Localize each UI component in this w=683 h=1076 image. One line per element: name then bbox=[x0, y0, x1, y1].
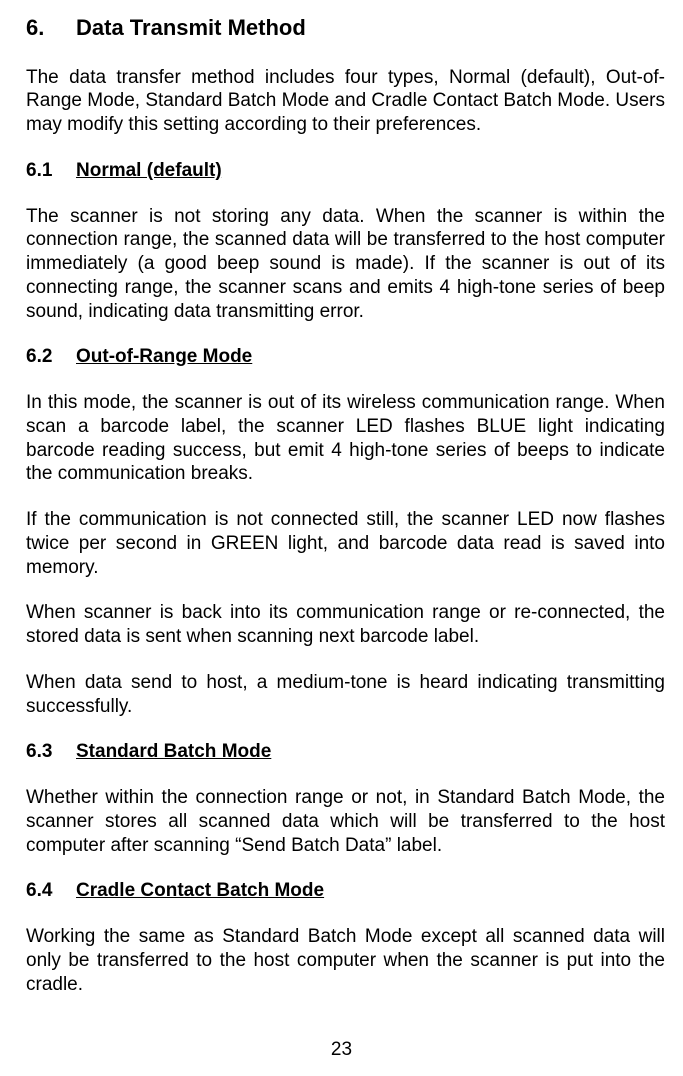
page-number: 23 bbox=[0, 1038, 683, 1062]
subsection-number: 6.3 bbox=[26, 740, 76, 764]
subsection-heading-6-2: 6.2Out-of-Range Mode bbox=[26, 345, 665, 369]
section-title: Data Transmit Method bbox=[76, 15, 306, 40]
paragraph-6-3-1: Whether within the connection range or n… bbox=[26, 786, 665, 857]
subsection-title: Standard Batch Mode bbox=[76, 741, 271, 762]
paragraph-6-2-4: When data send to host, a medium-tone is… bbox=[26, 671, 665, 719]
subsection-title: Normal (default) bbox=[76, 160, 222, 181]
subsection-number: 6.2 bbox=[26, 345, 76, 369]
section-number: 6. bbox=[26, 14, 76, 42]
subsection-title: Cradle Contact Batch Mode bbox=[76, 880, 324, 901]
subsection-heading-6-1: 6.1Normal (default) bbox=[26, 159, 665, 183]
section-heading: 6.Data Transmit Method bbox=[26, 14, 665, 42]
intro-paragraph: The data transfer method includes four t… bbox=[26, 66, 665, 137]
paragraph-6-2-1: In this mode, the scanner is out of its … bbox=[26, 391, 665, 486]
subsection-number: 6.4 bbox=[26, 879, 76, 903]
paragraph-6-1-1: The scanner is not storing any data. Whe… bbox=[26, 205, 665, 324]
subsection-number: 6.1 bbox=[26, 159, 76, 183]
paragraph-6-4-1: Working the same as Standard Batch Mode … bbox=[26, 925, 665, 996]
paragraph-6-2-2: If the communication is not connected st… bbox=[26, 508, 665, 579]
subsection-heading-6-4: 6.4Cradle Contact Batch Mode bbox=[26, 879, 665, 903]
paragraph-6-2-3: When scanner is back into its communicat… bbox=[26, 601, 665, 649]
subsection-heading-6-3: 6.3Standard Batch Mode bbox=[26, 740, 665, 764]
subsection-title: Out-of-Range Mode bbox=[76, 346, 252, 367]
